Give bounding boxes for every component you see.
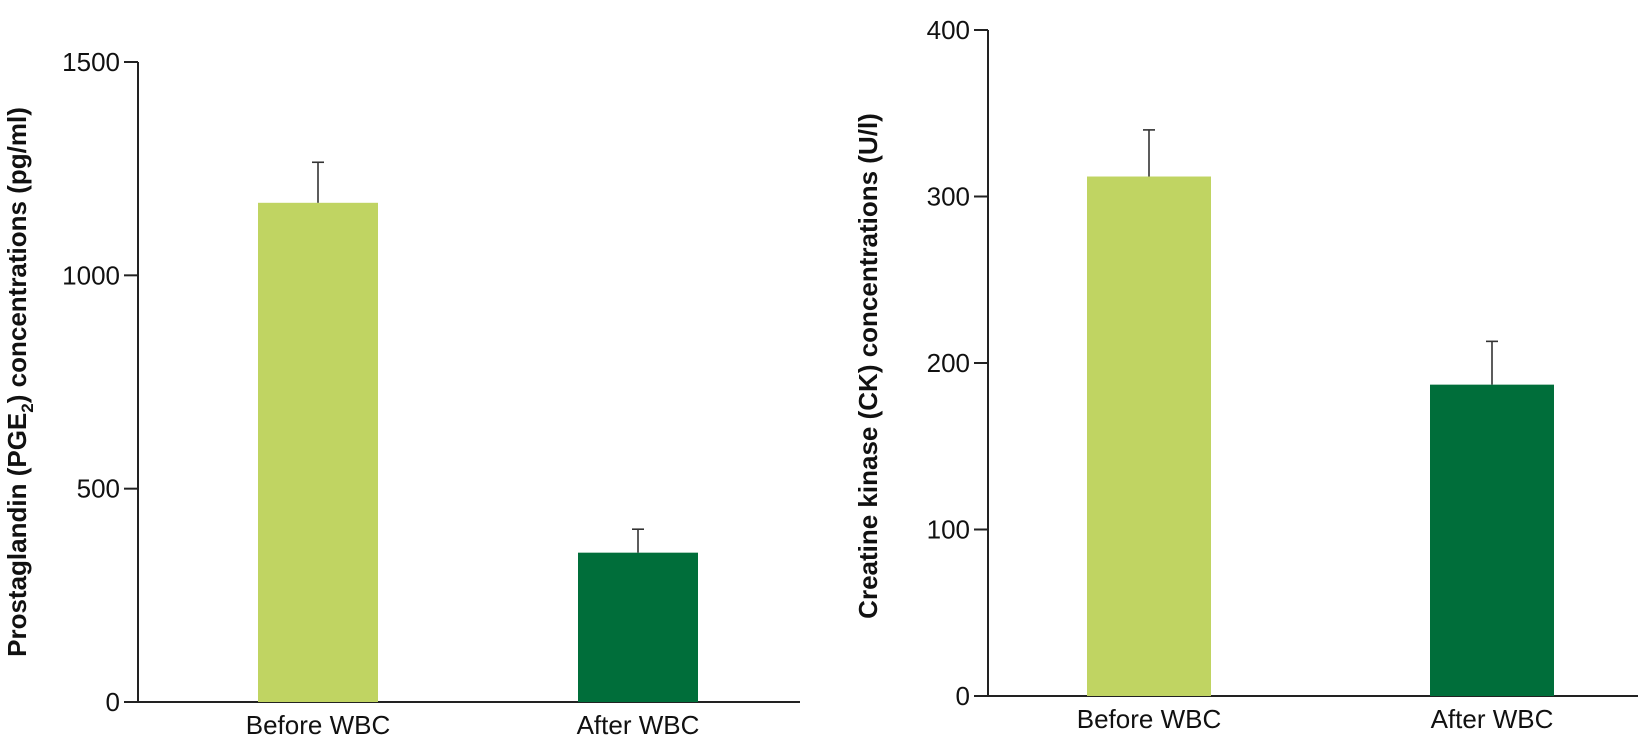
y-tick-label: 200 bbox=[927, 348, 970, 378]
bar bbox=[1430, 384, 1554, 696]
y-axis-label: Prostaglandin (PGE2) concentrations (pg/… bbox=[2, 107, 37, 657]
y-axis-label: Creatine kinase (CK) concentrations (U/l… bbox=[853, 113, 883, 619]
x-category-label: After WBC bbox=[1431, 704, 1554, 734]
y-tick-label: 500 bbox=[77, 474, 120, 504]
prostaglandin-chart: 0 500 1000 1500 Before WBC After WBC Prostagla… bbox=[2, 47, 800, 740]
x-category-label: After WBC bbox=[577, 710, 700, 740]
bar bbox=[1087, 176, 1211, 696]
bar bbox=[578, 552, 698, 702]
x-category-label: Before WBC bbox=[246, 710, 391, 740]
y-tick-label: 1500 bbox=[62, 47, 120, 77]
y-tick-label: 0 bbox=[956, 681, 970, 711]
y-tick-label: 0 bbox=[106, 687, 120, 717]
y-tick-label: 300 bbox=[927, 182, 970, 212]
y-tick-label: 100 bbox=[927, 515, 970, 545]
creatine-kinase-chart: 0 100 200 300 400 Before WBC After WBC Creatine… bbox=[853, 15, 1638, 734]
y-tick-label: 1000 bbox=[62, 260, 120, 290]
bar bbox=[258, 202, 378, 703]
x-category-label: Before WBC bbox=[1077, 704, 1222, 734]
y-tick-label: 400 bbox=[927, 15, 970, 45]
